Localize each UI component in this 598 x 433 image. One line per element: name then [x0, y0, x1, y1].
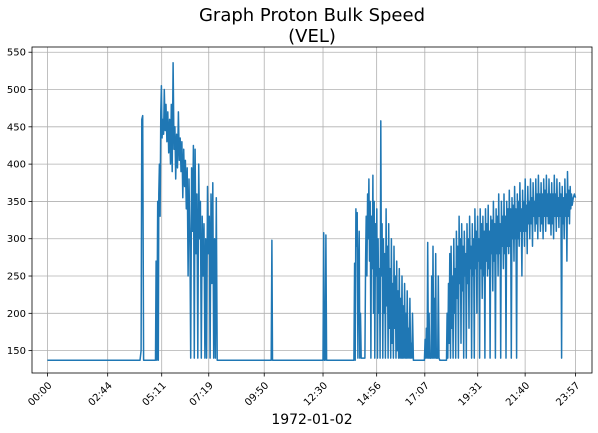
series-group [47, 61, 577, 362]
x-tick-label: 17:07 [404, 380, 432, 408]
x-tick-label: 07:19 [188, 380, 216, 408]
x-axis: 00:00 02:44 05:11 07:19 09:50 12:30 14:56 17:07… [26, 373, 583, 408]
y-tick-label: 150 [7, 346, 26, 357]
x-tick-label: 05:11 [141, 380, 169, 408]
x-tick-label: 14:56 [356, 380, 384, 408]
y-tick-label: 250 [7, 272, 26, 283]
y-tick-label: 450 [7, 122, 26, 133]
x-tick-label: 02:44 [87, 380, 115, 408]
y-tick-label: 400 [7, 160, 26, 171]
y-tick-label: 500 [7, 85, 26, 96]
y-tick-label: 300 [7, 234, 26, 245]
x-axis-label: 1972-01-02 [271, 412, 352, 428]
x-tick-label: 00:00 [26, 380, 54, 408]
y-tick-label: 200 [7, 309, 26, 320]
x-tick-label: 09:50 [243, 380, 271, 408]
y-tick-label: 550 [7, 48, 26, 59]
plot-frame [31, 46, 593, 374]
y-axis: 150 200 250 300 350 400 450 500 550 [7, 48, 32, 357]
x-tick-label: 19:31 [457, 380, 485, 408]
x-tick-label: 21:40 [504, 380, 532, 408]
chart-subtitle: (VEL) [288, 26, 336, 47]
series-line [47, 61, 577, 362]
chart-title: Graph Proton Bulk Speed [199, 5, 425, 26]
x-tick-label: 12:30 [302, 380, 330, 408]
y-tick-label: 350 [7, 197, 26, 208]
x-tick-label: 23:57 [554, 380, 582, 408]
